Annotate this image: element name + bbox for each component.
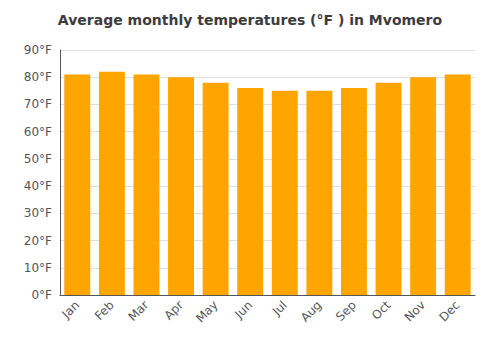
svg-text:Jan: Jan (59, 298, 83, 322)
svg-text:Average monthly temperatures (: Average monthly temperatures (°F ) in Mv… (58, 12, 443, 28)
svg-text:Nov: Nov (402, 298, 428, 324)
svg-text:60°F: 60°F (24, 125, 52, 139)
svg-text:80°F: 80°F (24, 70, 52, 84)
svg-text:Apr: Apr (161, 298, 186, 323)
svg-text:0°F: 0°F (31, 288, 52, 302)
svg-text:Dec: Dec (436, 298, 462, 324)
svg-text:30°F: 30°F (24, 206, 52, 220)
svg-text:Oct: Oct (369, 298, 394, 323)
svg-text:Sep: Sep (333, 298, 359, 324)
svg-text:Aug: Aug (298, 298, 324, 324)
svg-text:Feb: Feb (92, 298, 117, 323)
svg-text:90°F: 90°F (24, 43, 52, 57)
svg-text:40°F: 40°F (24, 179, 52, 193)
svg-text:10°F: 10°F (24, 261, 52, 275)
svg-text:Jul: Jul (269, 298, 290, 319)
svg-text:Jun: Jun (231, 298, 255, 322)
svg-text:May: May (193, 298, 220, 325)
svg-text:70°F: 70°F (24, 97, 52, 111)
svg-text:Mar: Mar (126, 298, 152, 324)
svg-text:50°F: 50°F (24, 152, 52, 166)
svg-text:20°F: 20°F (24, 234, 52, 248)
